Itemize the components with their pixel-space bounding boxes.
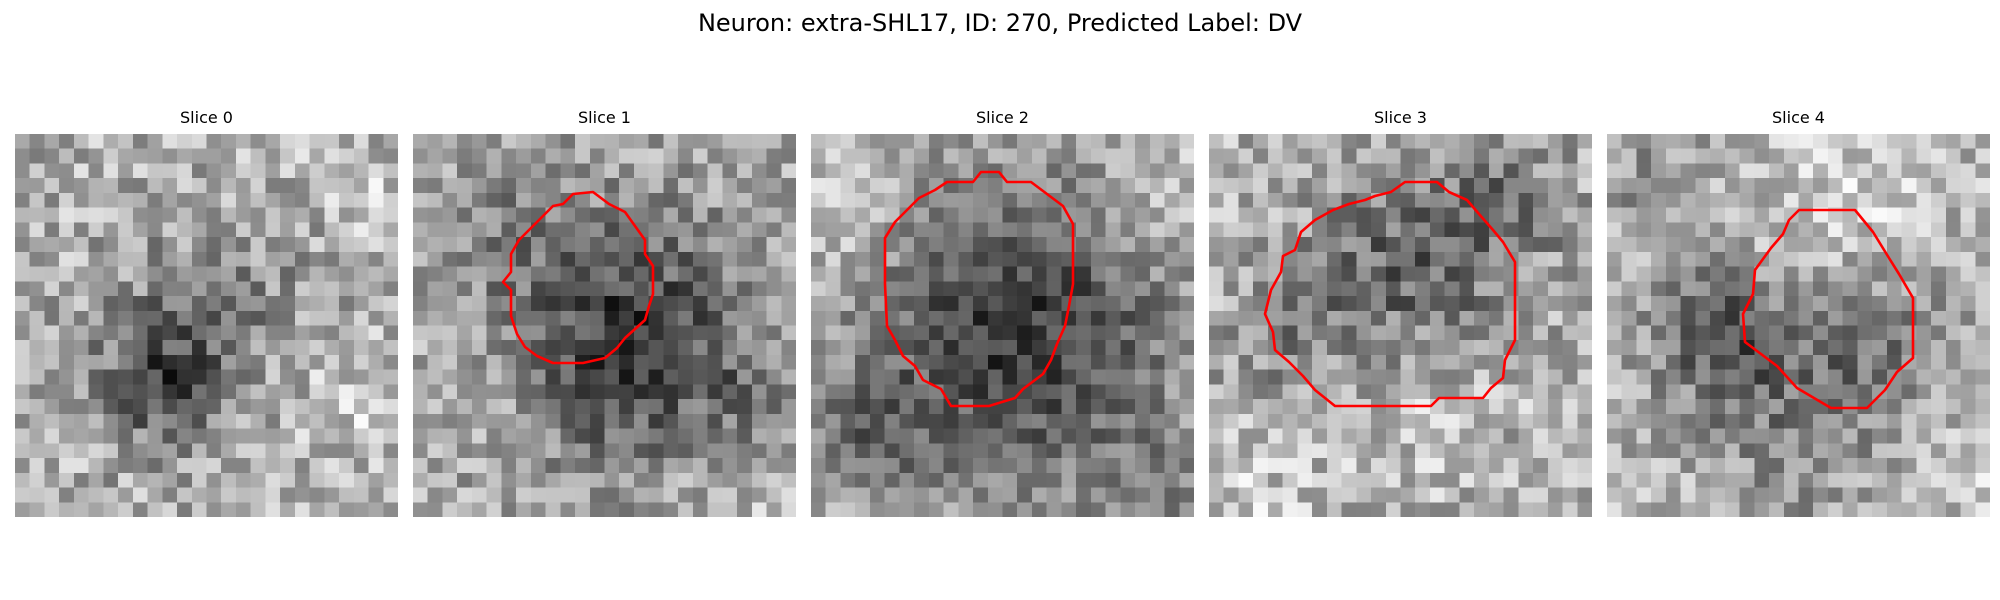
slice-title: Slice 4 (1772, 108, 1825, 127)
roi-contour-line (883, 170, 1075, 408)
roi-contour (1741, 208, 1915, 410)
slice-panel-4: Slice 4 (1607, 108, 1990, 517)
roi-contour (883, 170, 1075, 408)
slice-image (413, 134, 796, 517)
slice-title: Slice 1 (578, 108, 631, 127)
slice-panel-2: Slice 2 (811, 108, 1194, 517)
slice-panel-3: Slice 3 (1209, 108, 1592, 517)
slice-image (1209, 134, 1592, 517)
slice-panel-0: Slice 0 (15, 108, 398, 517)
slice-panel-1: Slice 1 (413, 108, 796, 517)
roi-contour (1263, 180, 1517, 408)
slice-image (1607, 134, 1990, 517)
roi-contour-line (1263, 180, 1517, 408)
roi-contour-line (1741, 208, 1915, 410)
roi-contour-line (501, 190, 655, 365)
roi-contour (501, 190, 655, 365)
slice-image (811, 134, 1194, 517)
slice-title: Slice 3 (1374, 108, 1427, 127)
figure-title: Neuron: extra-SHL17, ID: 270, Predicted … (697, 9, 1303, 37)
slice-title: Slice 2 (976, 108, 1029, 127)
slice-image (15, 134, 398, 517)
slice-title: Slice 0 (180, 108, 233, 127)
